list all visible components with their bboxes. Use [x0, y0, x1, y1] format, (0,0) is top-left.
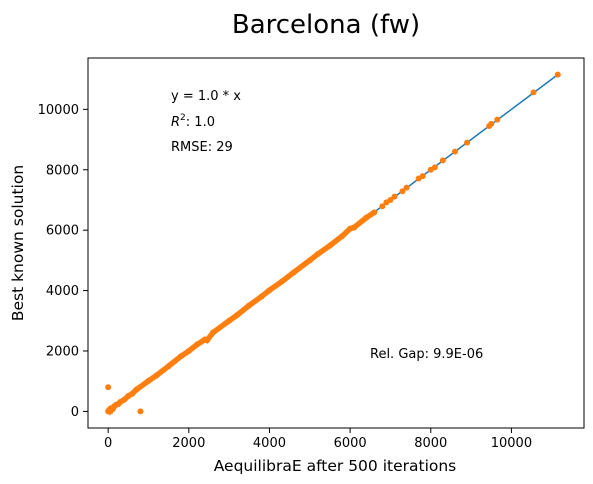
data-point: [351, 224, 358, 231]
data-point: [137, 408, 144, 415]
x-axis: 0 2000 4000 6000 8000 10000: [104, 428, 532, 451]
x-axis-label: AequilibraE after 500 iterations: [214, 457, 457, 475]
r2-superscript: 2: [180, 113, 186, 123]
data-point: [326, 242, 333, 249]
data-point: [387, 196, 394, 203]
points-layer: [105, 71, 561, 416]
x-tick-label: 10000: [491, 436, 532, 451]
x-tick-label: 8000: [414, 436, 447, 451]
data-point: [494, 116, 501, 123]
data-point: [363, 214, 370, 221]
x-tick-label: 0: [104, 436, 112, 451]
y-tick-label: 4000: [46, 284, 79, 299]
data-point: [379, 203, 386, 210]
plot-frame: [87, 57, 585, 429]
y-tick-label: 8000: [46, 163, 79, 178]
r2-value: : 1.0: [186, 115, 215, 130]
data-point: [266, 287, 273, 294]
x-tick-label: 2000: [172, 436, 205, 451]
data-point: [399, 188, 406, 195]
data-point: [133, 386, 140, 393]
data-point: [339, 233, 346, 240]
data-point: [451, 148, 458, 155]
equation-annotation: y = 1.0 * x: [171, 89, 241, 104]
data-point: [554, 71, 561, 78]
data-point: [258, 293, 265, 300]
data-point: [431, 164, 438, 171]
x-tick-label: 4000: [253, 436, 286, 451]
data-point: [530, 89, 537, 96]
data-point: [278, 278, 285, 285]
chart-title: Barcelona (fw): [232, 10, 420, 40]
data-point: [290, 269, 297, 276]
data-point: [177, 353, 184, 360]
rmse-annotation: RMSE: 29: [171, 140, 233, 155]
data-point: [439, 157, 446, 164]
y-axis: 0 2000 4000 6000 8000 10000: [38, 103, 88, 420]
x-tick-label: 6000: [334, 436, 367, 451]
data-point: [153, 372, 160, 379]
data-point: [226, 317, 233, 324]
data-point: [121, 396, 128, 403]
data-point: [234, 312, 241, 319]
plot-area: [105, 71, 561, 416]
y-axis-label: Best known solution: [9, 165, 27, 321]
y-tick-label: 2000: [46, 344, 79, 359]
r2-label: R: [171, 115, 180, 130]
y-tick-label: 10000: [38, 103, 79, 118]
y-tick-label: 6000: [46, 224, 79, 239]
data-point: [391, 193, 398, 200]
data-point: [464, 139, 471, 146]
data-point: [488, 120, 495, 127]
data-point: [185, 347, 192, 354]
data-point: [145, 377, 152, 384]
data-point: [371, 209, 378, 216]
rel-gap-annotation: Rel. Gap: 9.9E-06: [370, 347, 483, 362]
r2-annotation: R2: 1.0: [171, 113, 215, 130]
data-point: [403, 184, 410, 191]
data-point: [419, 173, 426, 180]
data-point: [306, 257, 313, 264]
data-point: [193, 341, 200, 348]
data-point: [129, 390, 136, 397]
data-point: [105, 384, 112, 391]
data-point: [246, 302, 253, 309]
data-point: [203, 337, 210, 344]
data-point: [210, 329, 217, 336]
data-point: [165, 363, 172, 370]
y-tick-label: 0: [71, 405, 79, 420]
data-point: [314, 251, 321, 258]
